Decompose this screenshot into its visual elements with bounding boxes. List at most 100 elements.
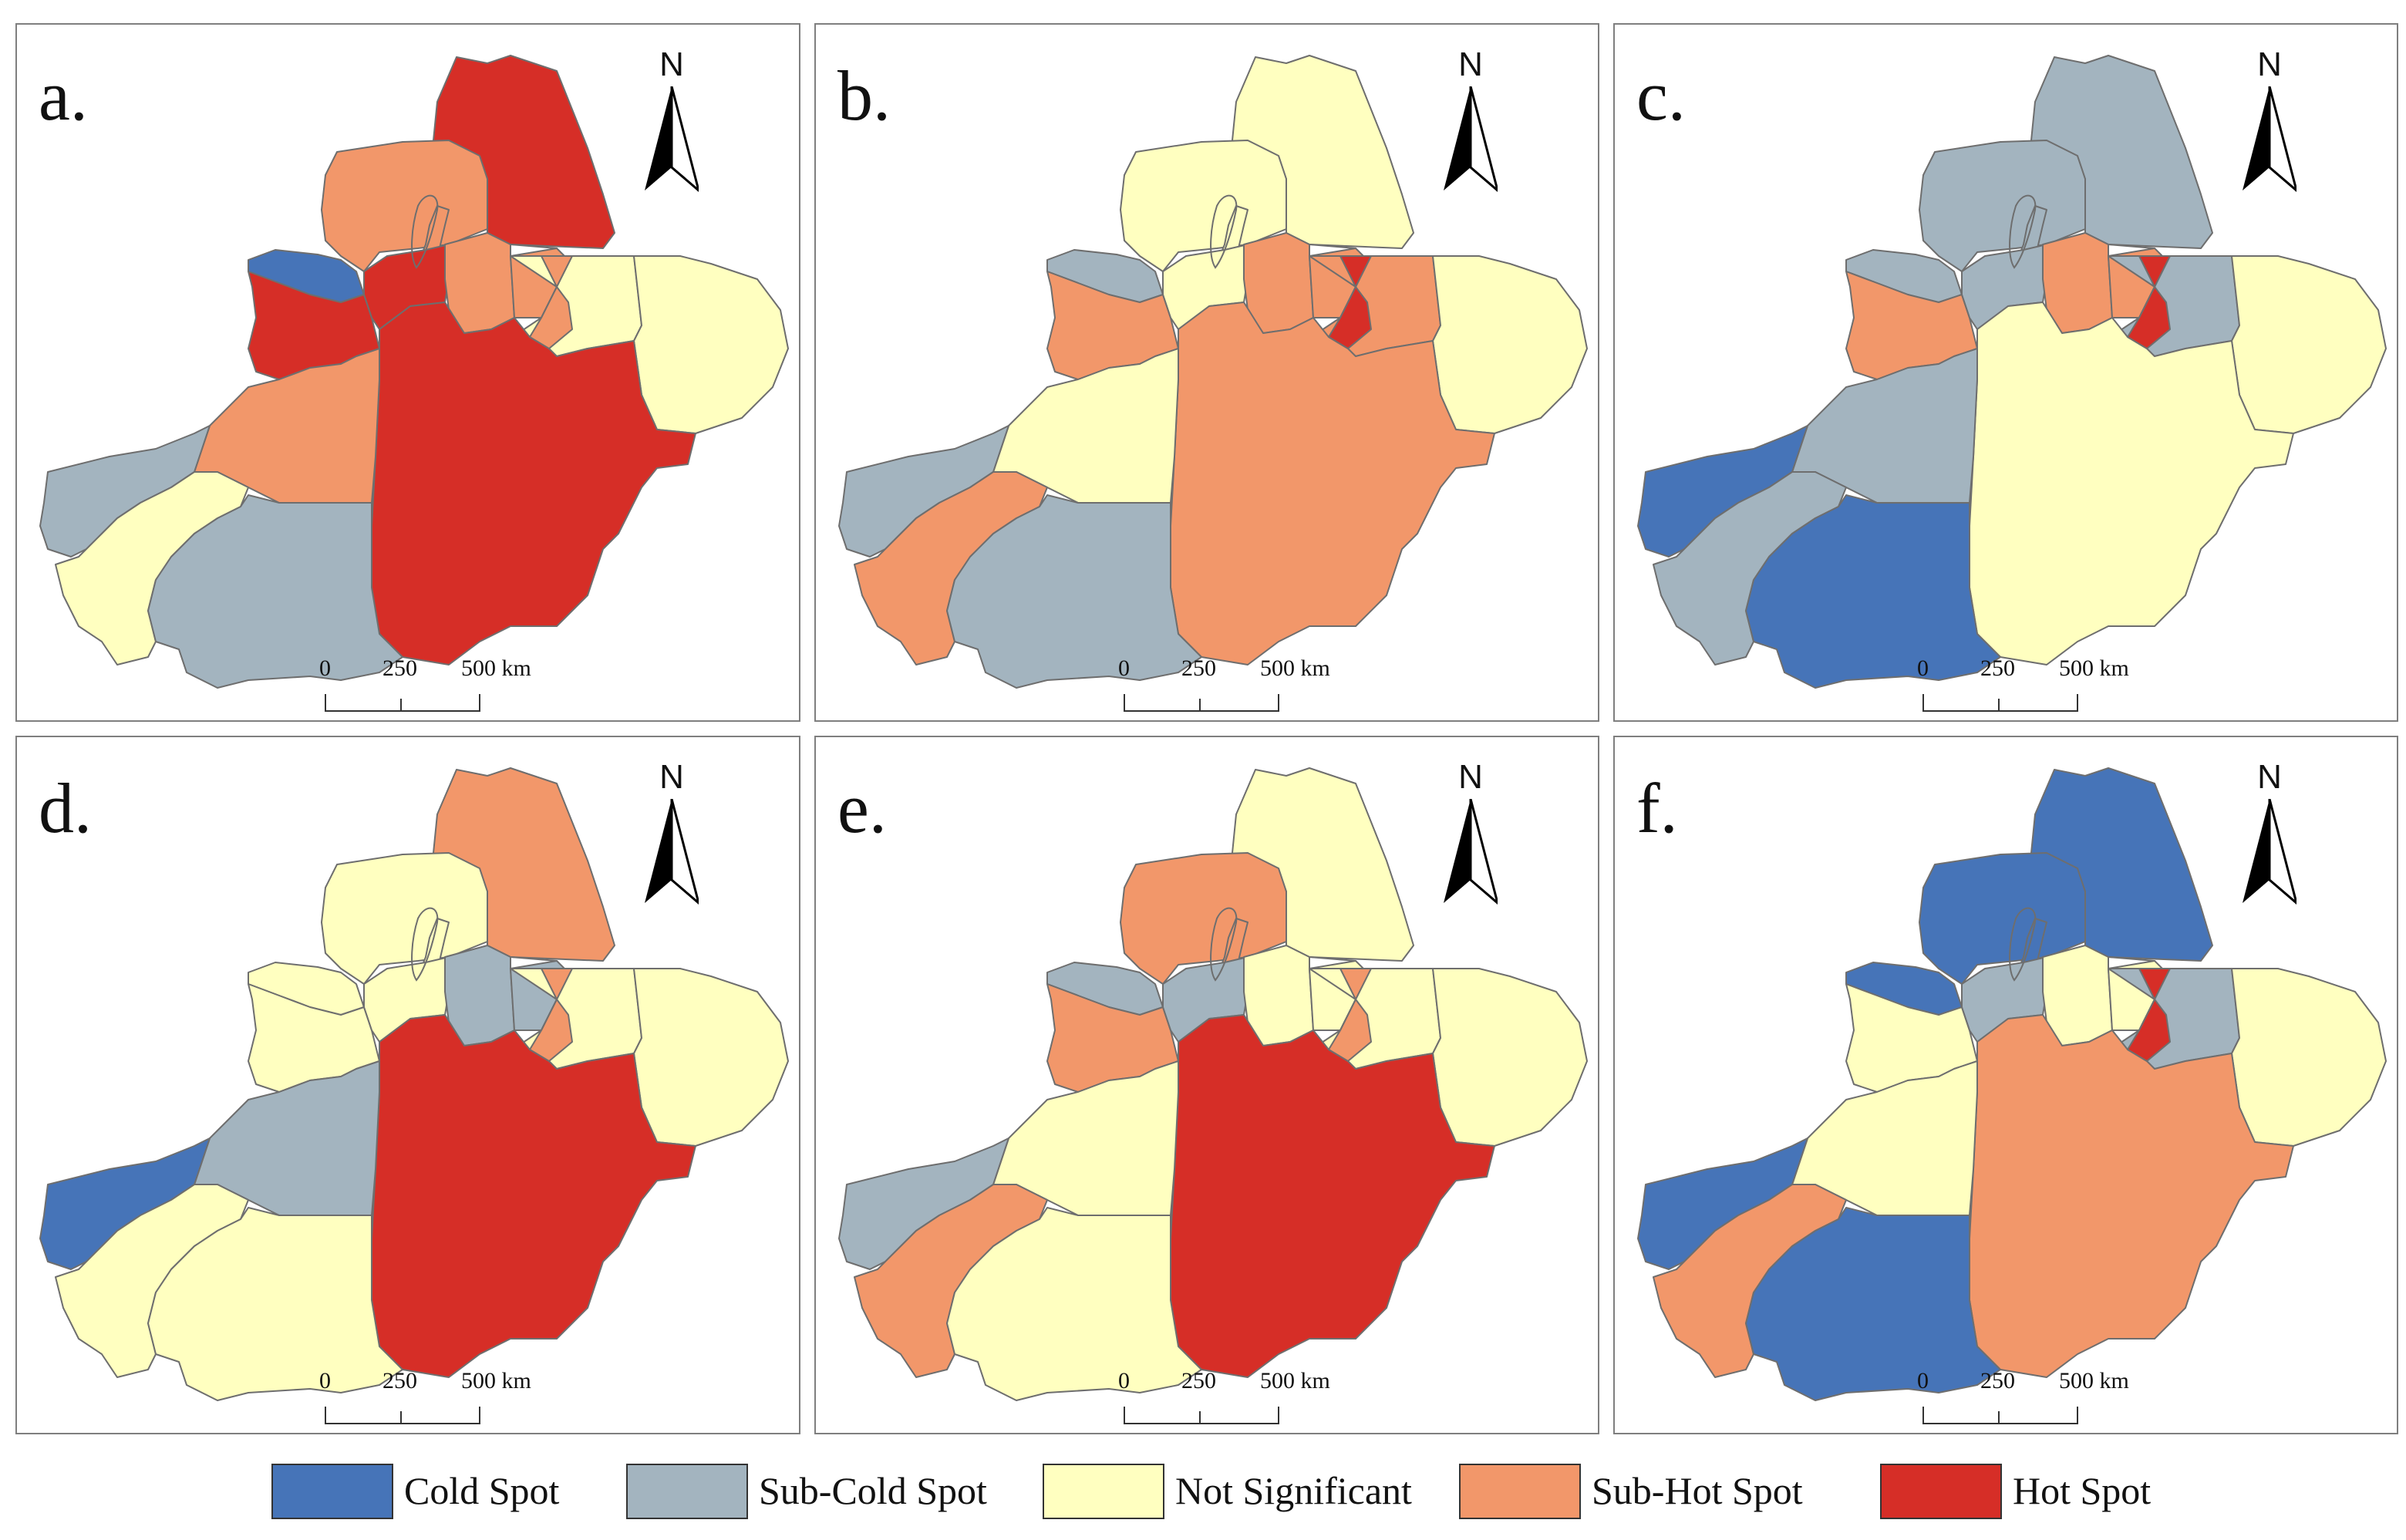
region-hotan	[946, 494, 1202, 689]
panel-label: c.	[1636, 56, 1686, 135]
region-hotan	[147, 1207, 403, 1401]
lake-outline	[2009, 907, 2037, 982]
legend-label-ns: Not Significant	[1175, 1469, 1412, 1512]
scale-bar: 0 250 500 km	[1093, 655, 1330, 720]
north-arrow-shape	[2243, 799, 2296, 905]
lake-outline	[1210, 194, 1238, 269]
lake-outline	[1210, 907, 1238, 982]
scale-tick-label: 0	[1917, 655, 1929, 681]
scale-tick-label: 0	[319, 1368, 331, 1393]
north-letter: N	[659, 45, 684, 83]
scale-bar: 0 250 500 km	[295, 1368, 531, 1433]
scale-bar-line	[1922, 694, 2078, 712]
panel-label: b.	[837, 56, 891, 135]
north-arrow-shape	[645, 799, 699, 905]
xinjiang-map	[838, 767, 1588, 1401]
scale-tick-label: 250	[382, 655, 417, 681]
legend-swatch-subcold	[626, 1464, 748, 1519]
legend-label-hot: Hot Spot	[2013, 1469, 2152, 1512]
scale-bar-line	[1922, 1407, 2078, 1424]
scale-tick-label: 500 km	[2059, 1368, 2129, 1393]
region-altay_w	[321, 852, 488, 985]
region-altay_w	[1120, 852, 1287, 985]
legend-swatch-hot	[1880, 1464, 2002, 1519]
north-letter: N	[659, 758, 684, 796]
legend-label-subcold: Sub-Cold Spot	[759, 1469, 987, 1512]
scale-bar-line	[1124, 694, 1279, 712]
region-urumqi	[1328, 255, 1372, 349]
region-altay_w	[1120, 140, 1287, 272]
region-hami	[1432, 255, 1588, 434]
north-letter: N	[1458, 45, 1483, 83]
scale-tick-label: 0	[1118, 655, 1130, 681]
scale-tick-label: 250	[1980, 1368, 2015, 1393]
region-hami	[2231, 255, 2387, 434]
map-panel-e: e. N 0 250 500 km	[814, 736, 1599, 1434]
region-hami	[633, 255, 789, 434]
map-panel-d: d. N 0 250 500 km	[15, 736, 800, 1434]
map-panel-a: a. N 0 250 500 km	[15, 23, 800, 722]
xinjiang-map	[1637, 55, 2387, 689]
north-arrow-shape	[2243, 86, 2296, 192]
map-panel-f: f. N 0 250 500 km	[1613, 736, 2398, 1434]
scale-bar: 0 250 500 km	[295, 655, 531, 720]
xinjiang-map	[39, 55, 789, 689]
scale-bar: 0 250 500 km	[1892, 1368, 2129, 1433]
north-arrow-shape	[1444, 86, 1498, 192]
north-arrow-icon: N	[1436, 760, 1505, 907]
scale-tick-label: 500 km	[461, 655, 531, 681]
xinjiang-map	[1637, 767, 2387, 1401]
legend-swatch-cold	[271, 1464, 393, 1519]
panel-label: e.	[837, 769, 887, 848]
panel-label: a.	[39, 56, 88, 135]
region-hotan	[946, 1207, 1202, 1401]
north-letter: N	[2257, 45, 2282, 83]
region-urumqi	[529, 968, 573, 1062]
scale-tick-label: 500 km	[461, 1368, 531, 1393]
north-arrow-shape	[645, 86, 699, 192]
panel-label: d.	[39, 769, 92, 848]
region-hami	[1432, 968, 1588, 1147]
scale-bar-line	[325, 1407, 480, 1424]
lake-outline	[411, 194, 439, 269]
scale-tick-label: 250	[382, 1368, 417, 1393]
region-hami	[2231, 968, 2387, 1147]
lake-outline	[2009, 194, 2037, 269]
north-arrow-icon: N	[2235, 760, 2304, 907]
scale-bar-line	[1124, 1407, 1279, 1424]
legend-swatch-ns	[1043, 1464, 1164, 1519]
panel-label: f.	[1636, 769, 1678, 848]
region-urumqi	[2127, 968, 2171, 1062]
legend-swatch-subhot	[1459, 1464, 1581, 1519]
region-hami	[633, 968, 789, 1147]
north-letter: N	[1458, 758, 1483, 796]
scale-tick-label: 250	[1181, 1368, 1216, 1393]
map-panel-c: c. N 0 250 500 km	[1613, 23, 2398, 722]
xinjiang-map	[838, 55, 1588, 689]
north-arrow-icon: N	[1436, 48, 1505, 194]
legend: Cold Spot Sub-Cold Spot Not Significant …	[0, 1450, 2406, 1535]
scale-tick-label: 250	[1181, 655, 1216, 681]
region-altay_w	[1919, 140, 2086, 272]
scale-tick-label: 0	[1917, 1368, 1929, 1393]
north-arrow-icon: N	[637, 48, 706, 194]
region-hotan	[147, 494, 403, 689]
map-panel-b: b. N 0 250 500 km	[814, 23, 1599, 722]
north-letter: N	[2257, 758, 2282, 796]
region-hotan	[1745, 494, 2001, 689]
legend-label-subhot: Sub-Hot Spot	[1592, 1469, 1803, 1512]
scale-bar: 0 250 500 km	[1892, 655, 2129, 720]
xinjiang-map	[39, 767, 789, 1401]
region-urumqi	[2127, 255, 2171, 349]
scale-tick-label: 0	[1118, 1368, 1130, 1393]
legend-label-cold: Cold Spot	[404, 1469, 560, 1512]
scale-bar: 0 250 500 km	[1093, 1368, 1330, 1433]
region-altay_w	[1919, 852, 2086, 985]
region-altay_w	[321, 140, 488, 272]
north-arrow-icon: N	[2235, 48, 2304, 194]
region-urumqi	[1328, 968, 1372, 1062]
lake-outline	[411, 907, 439, 982]
region-urumqi	[529, 255, 573, 349]
scale-tick-label: 250	[1980, 655, 2015, 681]
scale-tick-label: 500 km	[2059, 655, 2129, 681]
